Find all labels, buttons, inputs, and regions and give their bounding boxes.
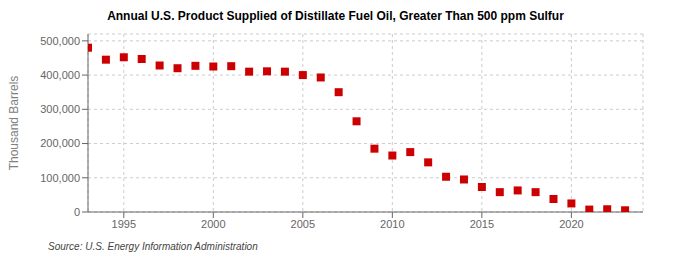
svg-text:2015: 2015	[470, 218, 494, 230]
svg-text:2020: 2020	[559, 218, 583, 230]
svg-text:400,000: 400,000	[40, 69, 80, 81]
svg-text:2010: 2010	[380, 218, 404, 230]
html-text:Source: U.S. Energy Informatio: Source: U.S. Energy Information Administ…	[48, 241, 258, 252]
svg-text:200,000: 200,000	[40, 137, 80, 149]
svg-text:2005: 2005	[291, 218, 315, 230]
svg-text:0: 0	[74, 206, 80, 218]
svg-text:Thousand Barrels: Thousand Barrels	[8, 76, 21, 171]
svg-text:100,000: 100,000	[40, 172, 80, 184]
svg-text:300,000: 300,000	[40, 103, 80, 115]
svg-text:2000: 2000	[201, 218, 225, 230]
html-text:Annual U.S. Product Supplied o: Annual U.S. Product Supplied of Distilla…	[107, 9, 564, 23]
svg-text:500,000: 500,000	[40, 35, 80, 47]
svg-text:1995: 1995	[112, 218, 136, 230]
